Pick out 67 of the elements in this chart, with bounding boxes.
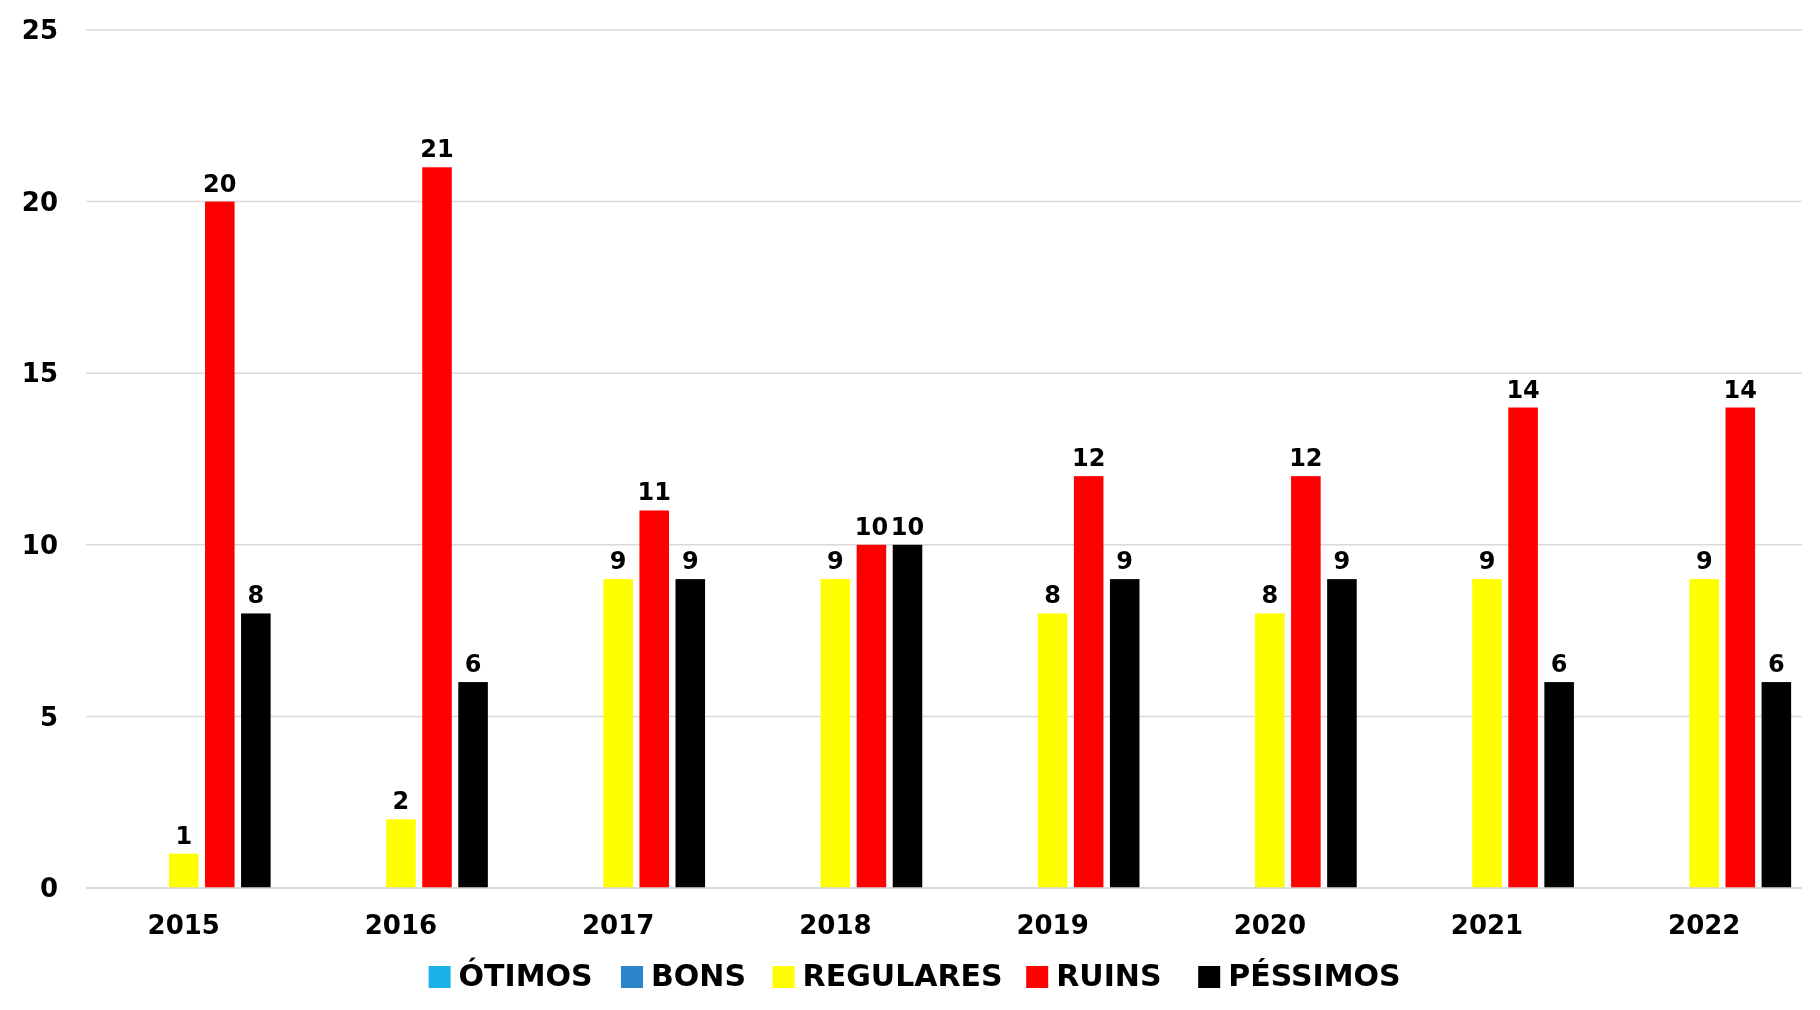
bar: [1725, 407, 1756, 888]
x-tick-label: 2016: [364, 910, 438, 940]
bar: [603, 579, 633, 888]
y-tick-label: 20: [21, 186, 58, 217]
bar: [639, 510, 670, 888]
y-tick-label: 10: [21, 529, 58, 560]
data-label: 6: [1550, 650, 1568, 679]
x-tick-label: 2021: [1450, 910, 1524, 940]
y-tick-label: 0: [39, 873, 58, 904]
bar: [1472, 579, 1502, 888]
x-tick-label: 2020: [1233, 910, 1307, 940]
data-label: 12: [1071, 444, 1106, 473]
bar: [675, 579, 706, 888]
bar: [1109, 579, 1140, 888]
bar: [1689, 579, 1720, 888]
y-tick-label: 25: [21, 15, 58, 46]
y-tick-label: 5: [39, 701, 58, 732]
x-tick-label: 2015: [147, 910, 220, 940]
bar: [892, 544, 923, 888]
legend-label: REGULARES: [802, 958, 1003, 993]
y-tick-label: 15: [21, 358, 58, 389]
data-label: 20: [203, 169, 237, 198]
data-label: 2: [392, 787, 410, 816]
data-label: 9: [1478, 547, 1496, 576]
legend-label: RUINS: [1056, 958, 1162, 993]
legend-label: ÓTIMOS: [458, 957, 593, 993]
legend-label: PÉSSIMOS: [1228, 958, 1401, 993]
bar: [1037, 613, 1068, 888]
bar: [1761, 682, 1792, 888]
data-label: 9: [609, 547, 627, 576]
data-label: 9: [1116, 547, 1134, 576]
x-tick-label: 2019: [1016, 910, 1089, 940]
data-label: 8: [1261, 581, 1279, 610]
legend-label: BONS: [651, 958, 747, 993]
data-label: 9: [1695, 547, 1713, 576]
bar: [458, 682, 488, 888]
x-tick-label: 2017: [581, 910, 655, 940]
bar: [856, 544, 887, 888]
bar: [1073, 476, 1104, 888]
x-tick-label: 2018: [799, 910, 872, 940]
data-label: 14: [1506, 375, 1540, 404]
bar: [422, 167, 452, 888]
data-label: 11: [637, 478, 671, 507]
bar: [820, 579, 851, 888]
bar: [1544, 682, 1574, 888]
bar: [241, 613, 271, 888]
data-label: 14: [1723, 375, 1758, 404]
data-label: 8: [1044, 581, 1061, 610]
x-tick-label: 2022: [1668, 910, 1741, 940]
data-label: 8: [247, 581, 265, 610]
data-label: 6: [464, 650, 482, 679]
bar: [1255, 613, 1285, 888]
data-label: 9: [681, 547, 699, 576]
bar: [168, 853, 199, 888]
bar: [386, 819, 416, 888]
data-label: 10: [854, 512, 889, 541]
data-label: 10: [890, 512, 925, 541]
data-label: 12: [1289, 444, 1323, 473]
data-label: 6: [1768, 650, 1785, 679]
bar: [205, 201, 235, 888]
data-label: 1: [175, 821, 193, 850]
data-label: 21: [420, 135, 454, 164]
bar: [1508, 407, 1538, 888]
data-label: 9: [827, 547, 844, 576]
bar: [1327, 579, 1357, 888]
bar: [1291, 476, 1321, 888]
data-label: 9: [1333, 547, 1351, 576]
